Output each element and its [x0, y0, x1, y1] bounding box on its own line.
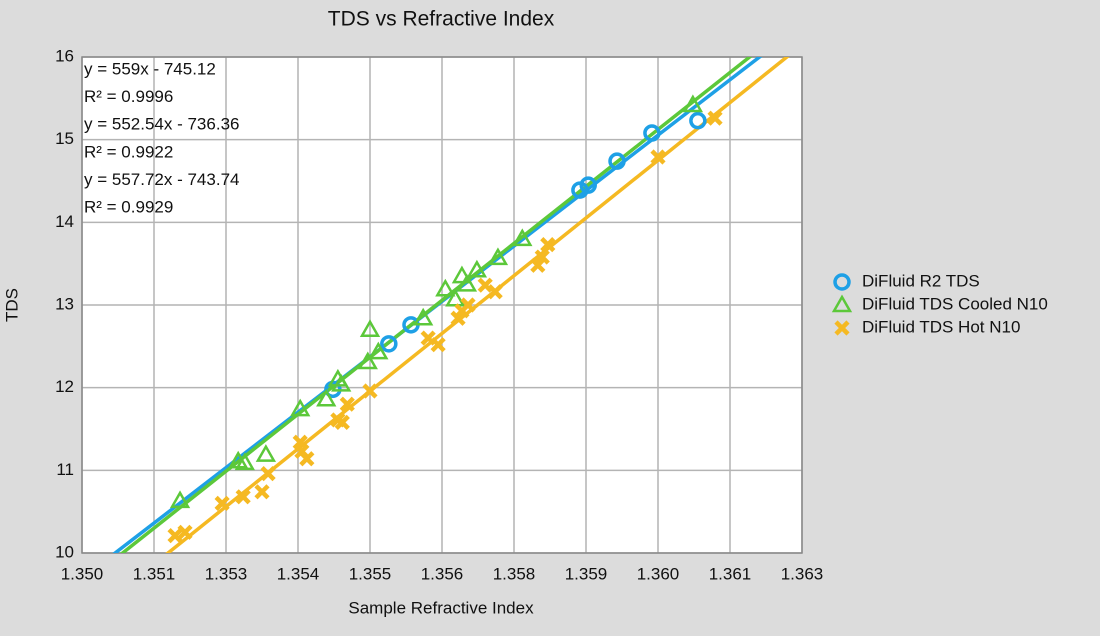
marker	[331, 373, 352, 392]
x-tick-label: 1.354	[277, 564, 320, 583]
x-tick-label: 1.360	[637, 564, 680, 583]
y-tick-label: 13	[55, 294, 74, 313]
marker	[530, 257, 546, 273]
marker	[540, 237, 556, 253]
marker	[362, 383, 378, 399]
marker	[430, 337, 446, 353]
x-tick-label: 1.353	[205, 564, 248, 583]
marker	[534, 249, 550, 265]
marker	[260, 466, 276, 482]
x-tick-label: 1.359	[565, 564, 608, 583]
marker	[608, 152, 626, 170]
marker	[466, 259, 488, 278]
marker	[299, 451, 315, 467]
legend-label: DiFluid TDS Hot N10	[862, 317, 1020, 336]
x-tick-label: 1.363	[781, 564, 824, 583]
legend-marker	[833, 273, 851, 291]
marker	[445, 288, 466, 307]
marker	[643, 124, 661, 142]
marker	[650, 149, 666, 165]
plot-border	[81, 56, 803, 554]
trendline-equation: y = 552.54x - 736.36	[84, 115, 239, 134]
marker	[435, 278, 456, 297]
marker	[512, 228, 533, 247]
y-tick-label: 10	[55, 542, 74, 561]
marker	[290, 398, 311, 417]
x-tick-label: 1.351	[133, 564, 176, 583]
marker	[357, 351, 378, 370]
plot-layer	[112, 57, 790, 553]
x-tick-label: 1.361	[709, 564, 752, 583]
marker	[487, 284, 503, 300]
marker	[487, 247, 509, 266]
trendline-equation: R² = 0.9929	[84, 197, 173, 216]
marker	[368, 341, 389, 360]
marker	[682, 94, 704, 113]
marker	[177, 524, 193, 540]
x-tick-label: 1.355	[349, 564, 392, 583]
marker	[477, 277, 493, 293]
trendline	[165, 57, 790, 553]
y-tick-label: 12	[55, 377, 74, 396]
x-tick-label: 1.358	[493, 564, 536, 583]
marker	[234, 452, 255, 471]
y-tick-label: 16	[55, 46, 74, 65]
marker	[579, 176, 597, 194]
marker	[451, 265, 473, 284]
marker	[689, 111, 707, 130]
legend-marker	[834, 320, 850, 336]
marker	[214, 495, 230, 511]
legend-label: DiFluid TDS Cooled N10	[862, 294, 1048, 313]
chart-title: TDS vs Refractive Index	[328, 8, 555, 31]
marker	[255, 444, 277, 462]
marker	[334, 414, 350, 430]
y-tick-label: 14	[55, 212, 74, 231]
x-axis-label: Sample Refractive Index	[348, 598, 534, 617]
marker	[235, 489, 251, 505]
trendline-equation: R² = 0.9922	[84, 142, 173, 161]
trendline-equation: y = 559x - 745.12	[84, 59, 216, 78]
marker	[169, 490, 191, 509]
marker	[413, 307, 434, 326]
x-tick-label: 1.350	[61, 564, 104, 583]
marker	[450, 310, 466, 326]
y-tick-label: 11	[56, 460, 74, 479]
marker	[420, 330, 436, 346]
trendline	[119, 57, 753, 553]
marker	[707, 110, 723, 126]
marker	[460, 297, 476, 313]
trendline-equation: R² = 0.9996	[84, 87, 173, 106]
marker	[456, 273, 478, 292]
x-tick-label: 1.356	[421, 564, 464, 583]
trendline-equation: y = 557.72x - 743.74	[84, 170, 239, 189]
legend-label: DiFluid R2 TDS	[862, 271, 980, 290]
marker	[359, 319, 381, 338]
marker	[316, 388, 337, 407]
marker	[167, 528, 183, 544]
y-tick-label: 15	[55, 129, 74, 148]
legend-marker	[831, 294, 853, 313]
marker	[380, 335, 398, 353]
marker	[254, 484, 270, 500]
y-axis-label: TDS	[2, 288, 21, 322]
marker	[339, 396, 355, 412]
